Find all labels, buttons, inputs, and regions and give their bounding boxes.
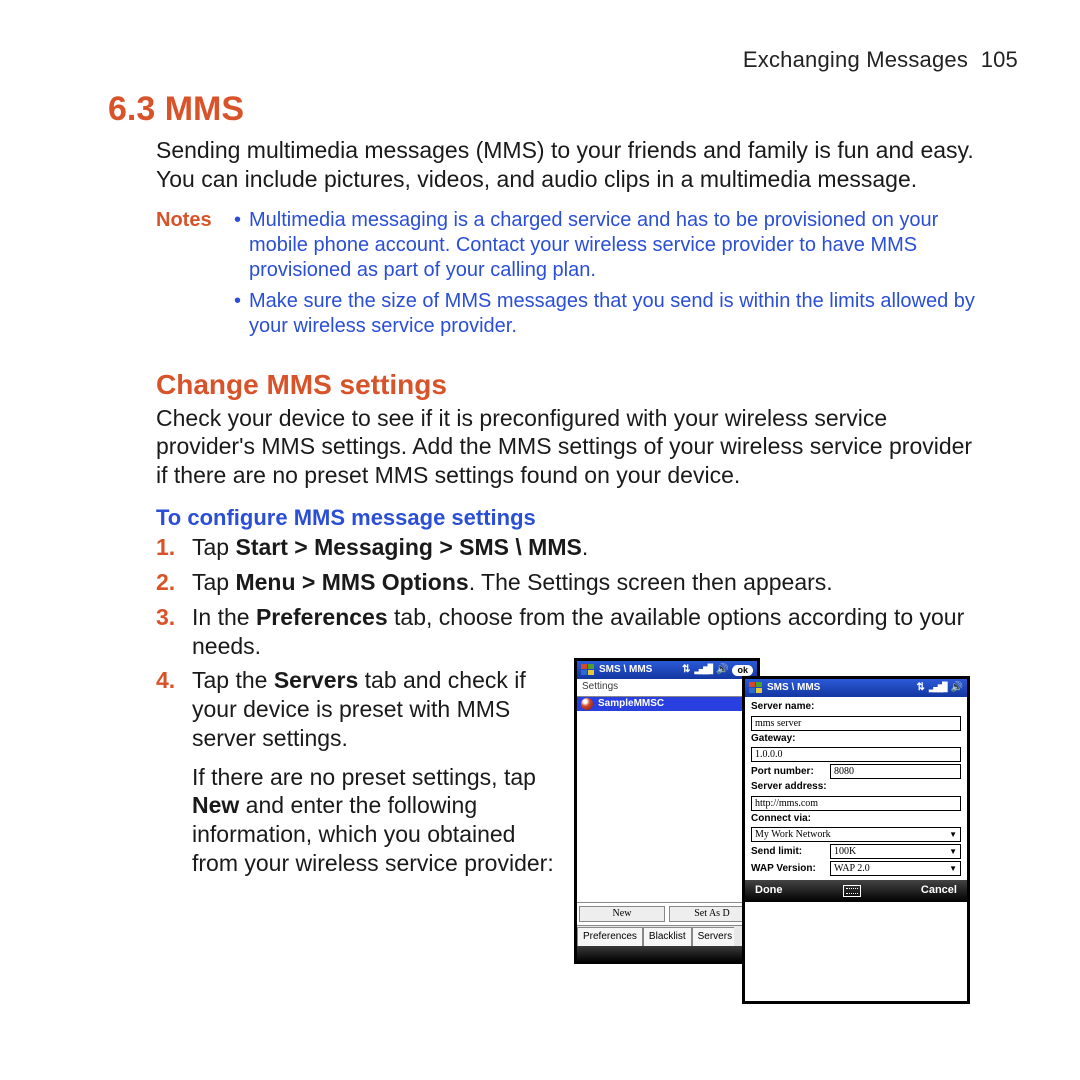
device-screenshots: SMS \ MMS ⇅ ▂▄▆█ 🔊 ok Settings [576,660,976,1010]
signal-icon: ▂▄▆█ [929,683,947,694]
speaker-icon: 🔊 [716,664,728,677]
tab-servers[interactable]: Servers [692,927,734,946]
start-icon[interactable] [581,664,595,676]
window-title: SMS \ MMS [599,664,652,677]
label-server-name: Server name: [751,701,961,714]
intro-paragraph: Sending multimedia messages (MMS) to you… [156,136,976,194]
running-head: Exchanging Messages 105 [114,46,1018,74]
window-title: SMS \ MMS [767,682,820,695]
speaker-icon: 🔊 [951,682,963,695]
keyboard-icon[interactable] [843,885,861,897]
signal-icon: ▂▄▆█ [694,665,712,676]
step-4b: If there are no preset settings, tap New… [192,763,558,878]
step-4a: Tap the Servers tab and check if your de… [192,666,558,752]
select-wap-version[interactable]: WAP 2.0 [830,861,961,876]
note-item: Multimedia messaging is a charged servic… [249,208,976,283]
select-connect-via[interactable]: My Work Network [751,827,961,842]
connectivity-icon: ⇅ [682,664,690,677]
input-server-address[interactable] [751,796,961,811]
input-port[interactable] [830,764,961,779]
done-softkey[interactable]: Done [755,884,783,898]
step-2: Tap Menu > MMS Options. The Settings scr… [192,568,833,597]
step-1: Tap Start > Messaging > SMS \ MMS. [192,533,588,562]
label-server-address: Server address: [751,781,961,794]
label-port: Port number: [751,764,824,779]
cancel-softkey[interactable]: Cancel [921,884,957,898]
chapter-name: Exchanging Messages [743,47,968,72]
screenshot-server-form: SMS \ MMS ⇅ ▂▄▆█ 🔊 Server name: Gateway: [744,678,968,1002]
set-default-button[interactable]: Set As D [669,906,755,922]
label-gateway: Gateway: [751,733,961,746]
ok-button[interactable]: ok [732,665,753,676]
screenshot-servers-list: SMS \ MMS ⇅ ▂▄▆█ 🔊 ok Settings [576,660,758,962]
note-item: Make sure the size of MMS messages that … [249,289,976,339]
new-button[interactable]: New [579,906,665,922]
notes-block: Notes Multimedia messaging is a charged … [156,208,976,345]
select-send-limit[interactable]: 100K [830,844,961,859]
step-3: In the Preferences tab, choose from the … [192,603,976,661]
subsection-heading: Change MMS settings [156,367,1018,402]
task-heading: To configure MMS message settings [156,504,1018,532]
section-heading: 6.3 MMS [108,88,1018,131]
start-icon[interactable] [749,682,763,694]
label-wap-version: WAP Version: [751,861,824,876]
connectivity-icon: ⇅ [916,682,924,695]
notes-label: Notes [156,208,234,345]
globe-icon [581,698,593,710]
page-number: 105 [981,47,1018,72]
server-list-item-selected[interactable]: SampleMMSC [577,697,757,712]
settings-label: Settings [577,679,757,696]
input-server-name[interactable] [751,716,961,731]
subsection-body: Check your device to see if it is precon… [156,404,976,490]
input-gateway[interactable] [751,747,961,762]
tab-blacklist[interactable]: Blacklist [643,927,692,946]
label-connect-via: Connect via: [751,813,961,826]
tab-preferences[interactable]: Preferences [577,927,643,946]
label-send-limit: Send limit: [751,844,824,859]
